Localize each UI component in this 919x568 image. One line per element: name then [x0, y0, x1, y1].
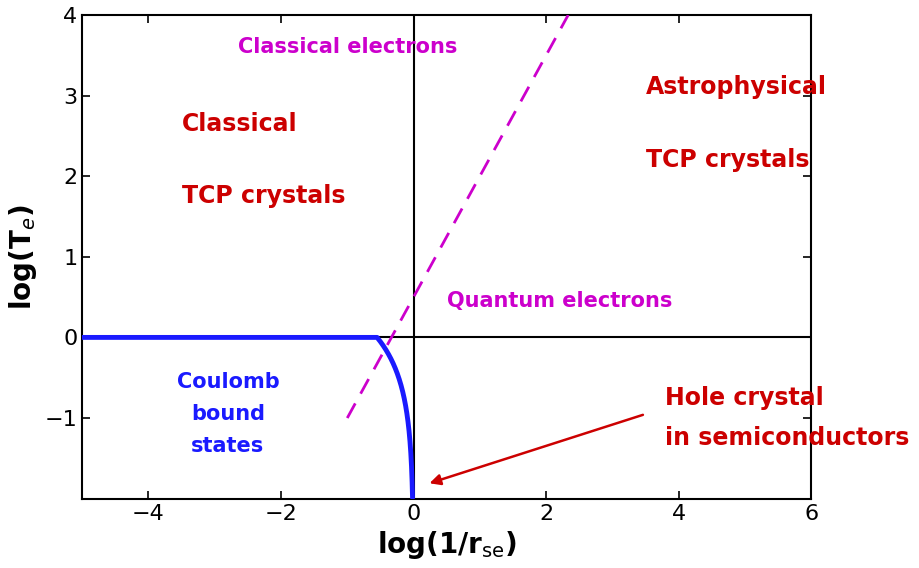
Text: Classical: Classical: [181, 112, 297, 136]
Text: TCP crystals: TCP crystals: [181, 185, 345, 208]
Text: Coulomb: Coulomb: [176, 371, 279, 392]
Text: TCP crystals: TCP crystals: [645, 148, 808, 172]
Y-axis label: log(T$_e$): log(T$_e$): [7, 204, 39, 310]
Text: bound: bound: [191, 404, 265, 424]
Text: in semiconductors: in semiconductors: [664, 426, 909, 450]
Text: Quantum electrons: Quantum electrons: [447, 291, 672, 311]
Text: Astrophysical: Astrophysical: [645, 76, 825, 99]
Text: Hole crystal: Hole crystal: [664, 386, 823, 410]
X-axis label: log(1/r$_{\mathrm{se}}$): log(1/r$_{\mathrm{se}}$): [377, 529, 516, 561]
Text: states: states: [191, 436, 265, 456]
Text: Classical electrons: Classical electrons: [237, 37, 457, 57]
